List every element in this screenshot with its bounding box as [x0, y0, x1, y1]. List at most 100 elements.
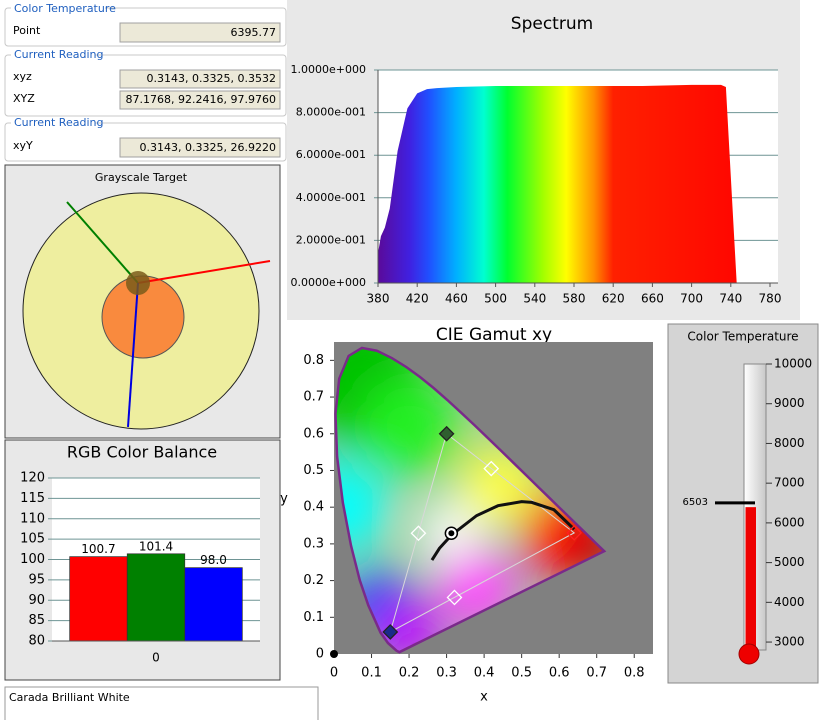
field [119, 22, 281, 43]
value-label: 100.7 [81, 542, 115, 556]
value-label: 98.0 [200, 553, 227, 567]
field-value: 0.3143, 0.3325, 0.3532 [147, 72, 276, 85]
chart-title: RGB Color Balance [67, 443, 217, 462]
group-box [4, 7, 287, 47]
white-point-center [448, 530, 455, 537]
y-tick-label: 0.2 [303, 573, 324, 588]
x-tick-label: 700 [680, 292, 703, 306]
field-label: Point [13, 24, 41, 37]
diamond-marker [410, 525, 427, 542]
text-box-value: Carada Brilliant White [9, 691, 130, 704]
x-tick-label: 460 [445, 292, 468, 306]
x-tick-label: 0.1 [361, 666, 382, 681]
field-label: xyz [13, 70, 32, 83]
spectral-locus [334, 346, 607, 654]
y-tick-label: 0.0000e+000 [291, 276, 366, 289]
y-tick-label: 0.8 [303, 353, 324, 368]
y-tick-label: 0.5 [303, 463, 324, 478]
spectrum-area [378, 84, 737, 283]
y-tick-label: 5000 [774, 555, 805, 569]
legend-bg [11, 49, 95, 61]
group-box [4, 122, 287, 162]
planckian-locus [430, 500, 576, 561]
red-vector [137, 260, 271, 284]
y-tick-label: 6000 [774, 515, 805, 529]
field-label: XYZ [13, 92, 35, 105]
field-value: 0.3143, 0.3325, 26.9220 [140, 141, 276, 154]
y-tick-label: 8000 [774, 436, 805, 450]
y-axis-label: y [280, 492, 288, 507]
y-tick-label: 95 [28, 572, 45, 587]
y-tick-label: 9000 [774, 396, 805, 410]
x-tick-label: 0.7 [586, 666, 607, 681]
x-tick-label: 0 [152, 651, 160, 665]
diamond-marker [438, 425, 455, 442]
y-tick-label: 2.0000e-001 [296, 233, 366, 246]
mercury [745, 507, 756, 650]
color-blob [374, 600, 445, 653]
y-tick-label: 0.6 [303, 426, 324, 441]
y-tick-label: 0.3 [303, 536, 324, 551]
x-tick-label: 540 [523, 292, 546, 306]
chart-title: CIE Gamut xy [436, 325, 552, 345]
x-tick-label: 740 [719, 292, 742, 306]
blue-vector [127, 282, 139, 428]
field [119, 137, 281, 158]
y-tick-label: 0.4 [303, 500, 324, 515]
y-tick-label: 120 [20, 471, 45, 486]
gamut-triangle [389, 432, 576, 633]
target-point [126, 271, 150, 295]
diamond-marker [382, 624, 399, 640]
x-tick-label: 580 [563, 292, 586, 306]
bar [184, 567, 243, 642]
point [330, 650, 338, 658]
legend-bg [11, 2, 105, 14]
x-tick-label: 420 [406, 292, 429, 306]
legend-bg [11, 117, 95, 129]
y-tick-label: 85 [28, 613, 45, 628]
value-label: 101.4 [139, 539, 173, 553]
bulb [738, 643, 760, 665]
x-tick-label: 0.3 [436, 666, 457, 681]
group-title: Current Reading [14, 116, 103, 129]
x-tick-label: 0.6 [549, 666, 570, 681]
field-value: 87.1768, 92.2416, 97.9760 [126, 93, 276, 106]
x-tick-label: 0.8 [624, 666, 645, 681]
y-tick-label: 8.0000e-001 [296, 106, 366, 119]
y-tick-label: 0.1 [303, 610, 324, 625]
y-tick-label: 115 [20, 491, 45, 506]
x-tick-label: 0.5 [511, 666, 532, 681]
group-title: Color Temperature [14, 2, 116, 15]
text-box[interactable] [4, 686, 319, 720]
x-tick-label: 660 [641, 292, 664, 306]
y-tick-label: 110 [20, 511, 45, 526]
panel-title: Grayscale Target [95, 171, 188, 184]
field-label: xyY [13, 139, 33, 152]
diamond-marker [483, 460, 500, 477]
field-value: 6395.77 [231, 26, 277, 39]
x-tick-label: 0.2 [399, 666, 420, 681]
field [119, 69, 281, 89]
y-tick-label: 4000 [774, 595, 805, 609]
chart-title: Spectrum [511, 14, 593, 34]
y-tick-label: 7000 [774, 476, 805, 490]
x-tick-label: 500 [484, 292, 507, 306]
color-blob [359, 376, 460, 477]
x-tick-label: 0 [330, 666, 338, 681]
target-label: 6503 [683, 497, 708, 508]
y-tick-label: 1.0000e+000 [291, 63, 366, 76]
x-tick-label: 620 [602, 292, 625, 306]
group-title: Current Reading [14, 48, 103, 61]
y-tick-label: 105 [20, 532, 45, 547]
y-tick-label: 4.0000e-001 [296, 191, 366, 204]
field [119, 90, 281, 110]
y-tick-label: 6.0000e-001 [296, 148, 366, 161]
diamond-marker [566, 524, 583, 541]
y-tick-label: 90 [28, 593, 45, 608]
y-tick-label: 0 [316, 647, 324, 662]
bar [126, 553, 186, 642]
y-tick-label: 80 [28, 634, 45, 649]
diamond-marker [446, 589, 463, 606]
